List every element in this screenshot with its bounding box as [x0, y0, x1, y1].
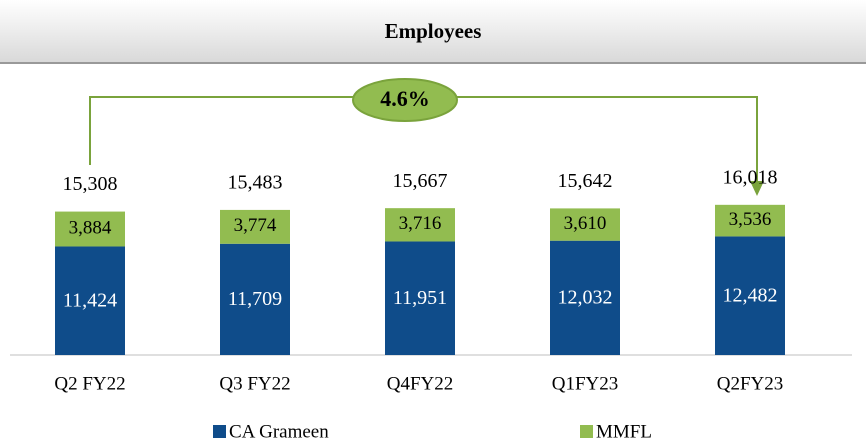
legend-swatch: [580, 425, 593, 438]
total-label: 15,667: [393, 170, 448, 192]
x-tick-label: Q2FY23: [717, 373, 784, 394]
total-label: 15,642: [558, 170, 613, 192]
bar-segment: [55, 211, 125, 247]
arrow-head: [750, 181, 764, 196]
x-tick-label: Q3 FY22: [219, 373, 290, 394]
x-tick-label: Q2 FY22: [54, 373, 125, 394]
x-tick-label: Q4FY22: [387, 373, 454, 394]
legend-label: MMFL: [596, 421, 652, 442]
value-label: 12,482: [723, 284, 778, 306]
value-label: 11,709: [228, 288, 282, 310]
title-bar: [0, 0, 866, 62]
bar-segment: [550, 240, 620, 355]
annotation: 4.6%: [380, 86, 430, 111]
bar-segment: [55, 246, 125, 355]
total-label: 16,018: [723, 166, 778, 188]
growth-arrow: [455, 96, 758, 183]
growth-arrow: [89, 96, 355, 165]
value-label: 11,951: [393, 287, 447, 309]
chart-title: Employees: [385, 19, 482, 43]
value-label: 3,536: [729, 209, 772, 230]
value-label: 3,774: [234, 215, 277, 236]
bar-segment: [715, 204, 785, 237]
legend-swatch: [213, 425, 226, 438]
value-label: 12,032: [558, 286, 613, 308]
bar-segment: [220, 243, 290, 355]
bar-segment: [550, 208, 620, 241]
legend-label: CA Grameen: [229, 421, 329, 442]
growth-badge: [352, 78, 458, 122]
total-label: 15,483: [228, 172, 283, 194]
value-label: 3,884: [69, 217, 112, 238]
bar-segment: [385, 241, 455, 355]
bar-segment: [385, 208, 455, 242]
total-label: 15,308: [63, 173, 118, 195]
value-label: 3,610: [564, 213, 607, 234]
bar-segment: [220, 209, 290, 244]
bar-segment: [715, 236, 785, 355]
x-tick-label: Q1FY23: [552, 373, 619, 394]
value-label: 11,424: [63, 289, 117, 311]
value-label: 3,716: [399, 213, 442, 234]
